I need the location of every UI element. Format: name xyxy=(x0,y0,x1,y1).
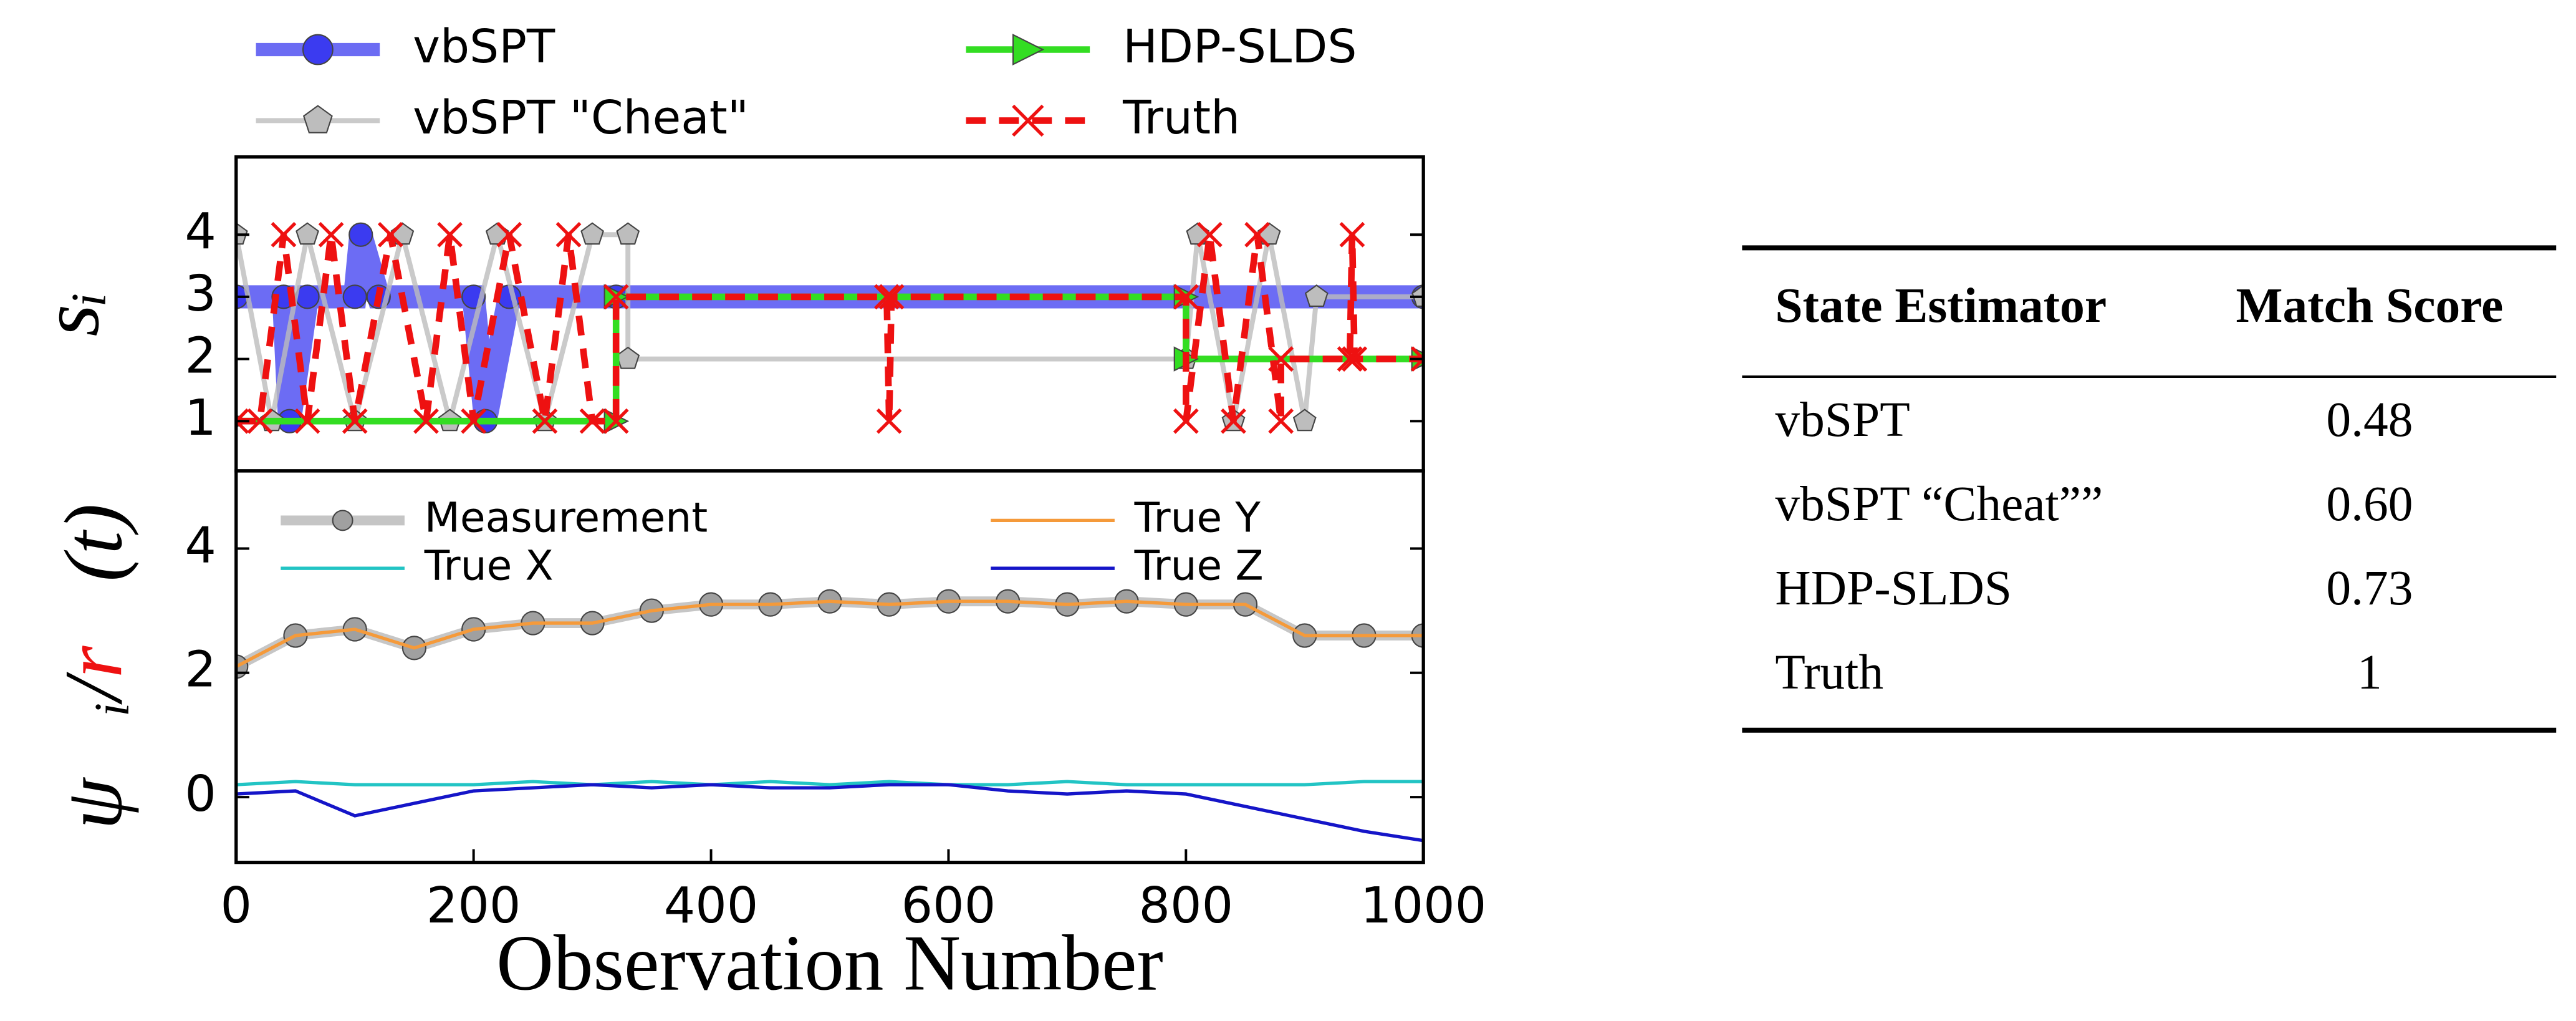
marker xyxy=(342,284,367,309)
table-header: State Estimator xyxy=(1775,278,2107,333)
marker xyxy=(271,221,297,248)
legend-label: Truth xyxy=(1122,91,1240,145)
y-axis-label: ψ⃗ᵢ/r⃗(t) xyxy=(48,504,140,830)
x-tick-label: 600 xyxy=(901,876,996,934)
marker xyxy=(1268,346,1294,372)
y-axis-label-part: sᵢ xyxy=(25,291,117,336)
marker xyxy=(247,408,273,434)
marker xyxy=(302,105,333,133)
series-line xyxy=(236,231,1424,423)
plot-area xyxy=(236,589,1424,843)
axes-frame xyxy=(234,469,1425,864)
marker xyxy=(878,284,905,310)
x-tick-label: 1000 xyxy=(1360,876,1486,934)
legend-label: True X xyxy=(424,541,554,589)
x-axis-label: Observation Number xyxy=(496,920,1163,1007)
legend-label: HDP-SLDS xyxy=(1123,20,1357,74)
marker xyxy=(294,408,320,434)
series-line xyxy=(236,232,1424,422)
marker xyxy=(1012,104,1044,137)
marker xyxy=(302,34,334,65)
marker xyxy=(616,222,640,245)
marker xyxy=(579,408,605,434)
marker xyxy=(437,221,463,248)
marker xyxy=(603,408,629,434)
marker xyxy=(603,284,629,310)
marker xyxy=(296,222,319,245)
x-tick-label: 200 xyxy=(426,876,521,934)
y-axis-label-part: r⃗ xyxy=(48,582,140,679)
y-tick-label: 4 xyxy=(185,516,216,574)
series-line xyxy=(236,780,1424,786)
y-tick-label: 1 xyxy=(185,389,216,447)
table-cell: vbSPT “Cheat”” xyxy=(1775,477,2103,531)
table-cell: 0.48 xyxy=(2326,392,2413,447)
marker xyxy=(461,408,487,434)
marker xyxy=(377,221,403,248)
table-cell: 0.73 xyxy=(2326,561,2413,616)
marker xyxy=(1173,408,1199,434)
y-tick-label: 2 xyxy=(185,641,216,699)
marker xyxy=(1173,284,1199,310)
legend-label: vbSPT "Cheat" xyxy=(413,91,749,145)
y-axis-label-part: (t) xyxy=(48,504,140,582)
marker xyxy=(1268,408,1294,434)
marker xyxy=(1292,409,1317,432)
y-tick-label: 0 xyxy=(185,765,216,823)
marker xyxy=(1337,346,1363,372)
marker xyxy=(1196,221,1223,248)
marker xyxy=(1304,284,1329,307)
marker xyxy=(580,222,604,245)
marker xyxy=(413,408,439,434)
legend-label: True Y xyxy=(1134,493,1261,541)
series-line xyxy=(236,599,1424,669)
y-tick-label: 4 xyxy=(185,202,216,260)
marker xyxy=(1410,346,1424,372)
marker xyxy=(532,408,558,434)
y-tick-label: 3 xyxy=(185,264,216,322)
plot-area xyxy=(236,221,1424,434)
marker xyxy=(555,221,582,248)
x-tick-label: 0 xyxy=(220,876,252,934)
marker xyxy=(332,510,353,531)
marker xyxy=(876,408,902,434)
y-tick-label: 2 xyxy=(185,327,216,385)
marker xyxy=(1221,408,1246,434)
table-header: Match Score xyxy=(2236,278,2504,333)
marker xyxy=(318,221,344,248)
marker xyxy=(236,408,249,434)
series-line xyxy=(236,783,1424,843)
marker xyxy=(873,284,900,310)
marker xyxy=(342,408,368,434)
marker xyxy=(1244,221,1270,248)
marker xyxy=(1342,346,1368,372)
marker xyxy=(1339,221,1365,248)
y-axis-label-part: ψ⃗ᵢ/ xyxy=(48,672,140,830)
x-tick-label: 800 xyxy=(1138,876,1233,934)
table-cell: 1 xyxy=(2357,645,2382,700)
legend-label: True Z xyxy=(1134,541,1264,589)
marker xyxy=(348,222,373,247)
marker xyxy=(1012,33,1045,66)
legend-label: vbSPT xyxy=(413,20,555,74)
table-cell: 0.60 xyxy=(2326,477,2413,531)
x-tick-label: 400 xyxy=(664,876,759,934)
y-axis-label: sᵢ xyxy=(25,291,117,336)
table-cell: Truth xyxy=(1775,645,1883,700)
table-cell: HDP-SLDS xyxy=(1775,561,2012,616)
series-line xyxy=(236,234,1424,425)
marker xyxy=(496,221,522,248)
table-cell: vbSPT xyxy=(1775,392,1910,447)
legend-label: Measurement xyxy=(425,493,708,541)
